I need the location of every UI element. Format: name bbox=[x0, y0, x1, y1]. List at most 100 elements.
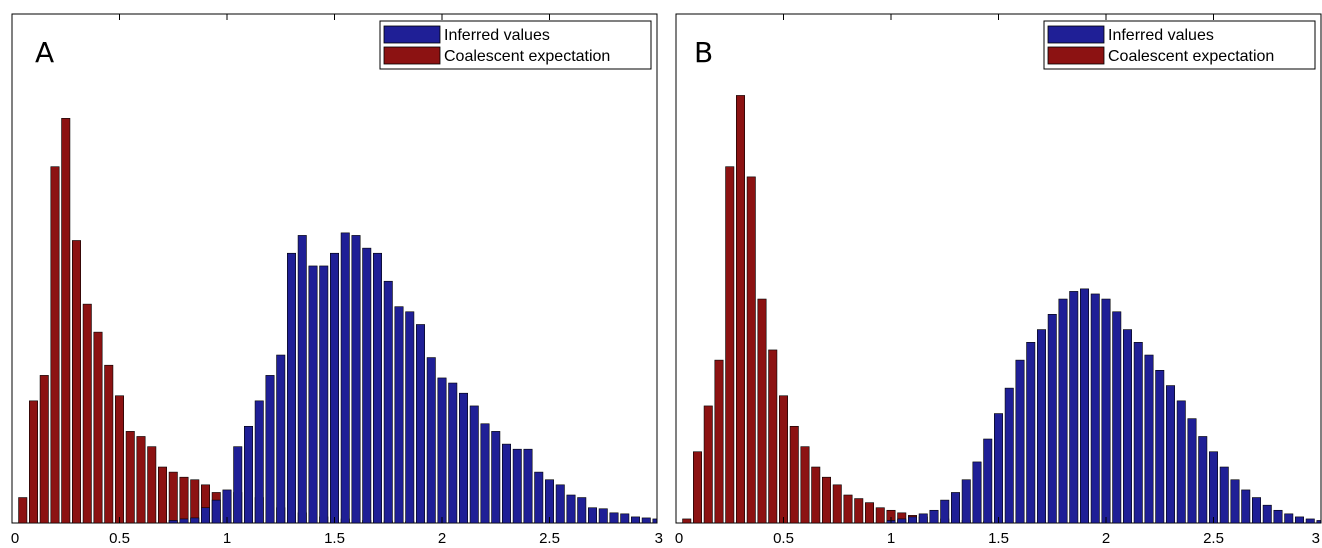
panel-b-coalescent-expectation-bar-14 bbox=[832, 484, 842, 523]
panel-b-inferred-values-bar-16 bbox=[1058, 298, 1068, 523]
panel-a-inferred-values-bar-43 bbox=[631, 516, 640, 523]
panel-a-inferred-values-bar-5 bbox=[222, 489, 232, 523]
panel-b-inferred-values-bar-10 bbox=[994, 413, 1003, 523]
panel-b-inferred-values-bar-14 bbox=[1037, 329, 1046, 523]
panel-a-coalescent-expectation-bar-5 bbox=[72, 240, 81, 523]
panel-a-inferred-values-bar-11 bbox=[287, 252, 296, 523]
panel-a-inferred-values-bar-3 bbox=[201, 507, 210, 523]
panel-b-coalescent-expectation-bar-13 bbox=[822, 476, 831, 523]
panel-a-inferred-values-bar-31 bbox=[502, 443, 511, 523]
panel-b-inferred-values-bar-23 bbox=[1133, 342, 1143, 523]
panel-a-inferred-values-bar-29 bbox=[480, 423, 490, 523]
panel-a-inferred-values-bar-16 bbox=[340, 232, 350, 523]
panel-b-inferred-values-bar-7 bbox=[961, 479, 971, 523]
panel-a-inferred-values-bar-0 bbox=[168, 520, 178, 523]
panel-b-inferred-values-bar-35 bbox=[1262, 504, 1272, 523]
panel-a-inferred-values-bar-18 bbox=[362, 247, 372, 523]
panel-b-legend-swatch-inferred-values bbox=[1047, 25, 1105, 44]
panel-b-coalescent-expectation-bar-0 bbox=[682, 518, 692, 523]
panel-a-inferred-values-bar-14 bbox=[319, 265, 329, 523]
panel-b-coalescent-expectation-bar-4 bbox=[725, 166, 735, 523]
panel-a-inferred-values-bar-42 bbox=[620, 513, 630, 523]
panel-a-inferred-values-bar-6 bbox=[233, 446, 243, 523]
panel-b-xtick-label-0: 0 bbox=[675, 530, 683, 547]
panel-a-xtick-label-3: 1.5 bbox=[324, 530, 345, 547]
panel-a: 0 0.5 1 1.5 2 2.5 3 A Inferred values Coalescent … bbox=[11, 13, 672, 547]
panel-a-inferred-values-bar-40 bbox=[598, 508, 608, 523]
panel-a-xtick-label-1: 0.5 bbox=[109, 530, 130, 547]
panel-a-inferred-values-bar-9 bbox=[265, 375, 275, 523]
panel-a-coalescent-expectation-bar-10 bbox=[125, 431, 135, 523]
panel-b-inferred-values-bar-21 bbox=[1112, 311, 1122, 523]
panel-b-legend-label-inferred-values: Inferred values bbox=[1108, 27, 1214, 44]
panel-a-coalescent-expectation-bar-17 bbox=[201, 484, 210, 523]
panel-a-inferred-values-bar-24 bbox=[426, 357, 436, 523]
panel-b-inferred-values-bar-36 bbox=[1273, 509, 1283, 523]
panel-b-inferred-values-bar-39 bbox=[1305, 518, 1315, 523]
panel-b-inferred-values-bar-32 bbox=[1230, 479, 1240, 523]
panel-a-inferred-values-bar-4 bbox=[211, 499, 221, 523]
panel-a-inferred-values-bar-22 bbox=[405, 311, 415, 523]
panel-a-inferred-values-bar-41 bbox=[609, 512, 619, 523]
panel-a-inferred-values-bar-26 bbox=[448, 382, 458, 523]
panel-b-inferred-values-bar-28 bbox=[1187, 418, 1197, 523]
panel-b-inferred-values-bar-27 bbox=[1176, 400, 1186, 523]
panel-b-legend-swatch-coalescent-expectation bbox=[1047, 46, 1105, 65]
panel-b-inferred-values-bar-12 bbox=[1015, 359, 1025, 523]
panel-a-inferred-values-bar-28 bbox=[469, 405, 479, 523]
panel-b-xtick-label-5: 2.5 bbox=[1203, 530, 1224, 547]
panel-a-inferred-values-bar-30 bbox=[491, 431, 501, 523]
panel-b-inferred-values-bar-37 bbox=[1284, 513, 1294, 523]
panel-a-inferred-values-bar-38 bbox=[577, 497, 587, 523]
panel-b-xtick-label-6: 3 bbox=[1312, 530, 1320, 547]
panel-a-inferred-values-bar-46 bbox=[664, 520, 672, 523]
panel-b-inferred-values-bar-31 bbox=[1219, 466, 1229, 523]
panel-a-inferred-values-bar-33 bbox=[523, 448, 533, 523]
panel-a-inferred-values-bar-34 bbox=[534, 471, 544, 523]
panel-a-coalescent-expectation-bar-0 bbox=[18, 497, 28, 523]
panel-b-inferred-values-bar-25 bbox=[1155, 369, 1165, 523]
panel-a-inferred-values-bar-36 bbox=[555, 484, 565, 523]
panel-b-coalescent-expectation-bar-20 bbox=[897, 512, 907, 523]
panel-a-legend-label-inferred-values: Inferred values bbox=[444, 27, 550, 44]
panel-a-legend-swatch-coalescent-expectation bbox=[383, 46, 441, 65]
panel-a-coalescent-expectation-bar-4 bbox=[61, 118, 71, 523]
panel-a-legend-swatch-inferred-values bbox=[383, 25, 441, 44]
panel-a-inferred-values-bar-13 bbox=[308, 265, 318, 523]
panel-a-letter: A bbox=[35, 36, 54, 69]
panel-b-inferred-values-bar-1 bbox=[897, 518, 907, 523]
panel-b-inferred-values-bar-24 bbox=[1144, 354, 1154, 523]
panel-b-inferred-values-bar-40 bbox=[1316, 520, 1321, 523]
panel-a-inferred-values-bar-23 bbox=[416, 324, 425, 523]
panel-b-inferred-values-bar-13 bbox=[1026, 342, 1036, 523]
panel-a-coalescent-expectation-bar-8 bbox=[104, 364, 114, 523]
panel-b-xtick-label-1: 0.5 bbox=[773, 530, 794, 547]
panel-b-xtick-label-4: 2 bbox=[1102, 530, 1110, 547]
panel-a-xtick-label-0: 0 bbox=[11, 530, 19, 547]
panel-b-coalescent-expectation-bar-2 bbox=[703, 405, 713, 523]
panel-b-coalescent-expectation-bar-16 bbox=[854, 498, 864, 523]
panel-a-coalescent-expectation-bar-6 bbox=[82, 303, 92, 523]
panel-b-coalescent-expectation-bar-9 bbox=[779, 395, 788, 523]
panel-b-inferred-values-bar-15 bbox=[1047, 314, 1057, 523]
panel-a-coalescent-expectation-bar-2 bbox=[39, 375, 49, 523]
panel-b-inferred-values-bar-34 bbox=[1252, 497, 1261, 523]
panel-a-legend-label-coalescent-expectation: Coalescent expectation bbox=[444, 48, 610, 65]
panel-b: 0 0.5 1 1.5 2 2.5 3 B Inferred values Coalescent … bbox=[675, 13, 1322, 547]
panel-b-inferred-values-bar-2 bbox=[908, 516, 917, 523]
panel-b-inferred-values-bar-17 bbox=[1069, 291, 1079, 523]
panel-b-coalescent-expectation-bar-8 bbox=[768, 349, 778, 523]
panel-a-inferred-values-bar-10 bbox=[276, 354, 286, 523]
panel-a-inferred-values-bar-8 bbox=[254, 400, 264, 523]
panel-a-inferred-values-bar-12 bbox=[297, 235, 307, 523]
panel-a-coalescent-expectation-bar-1 bbox=[29, 400, 38, 523]
panel-a-coalescent-expectation-bar-7 bbox=[93, 331, 103, 523]
panel-b-legend-label-coalescent-expectation: Coalescent expectation bbox=[1108, 48, 1274, 65]
panel-a-inferred-values-bar-27 bbox=[459, 392, 468, 523]
panel-a-inferred-values-bar-7 bbox=[244, 425, 253, 523]
panel-b-inferred-values-bar-26 bbox=[1166, 385, 1175, 523]
panel-b-inferred-values-bar-18 bbox=[1080, 288, 1089, 523]
panel-a-coalescent-expectation-bar-14 bbox=[168, 471, 178, 523]
panel-b-coalescent-expectation-bar-6 bbox=[746, 176, 756, 523]
